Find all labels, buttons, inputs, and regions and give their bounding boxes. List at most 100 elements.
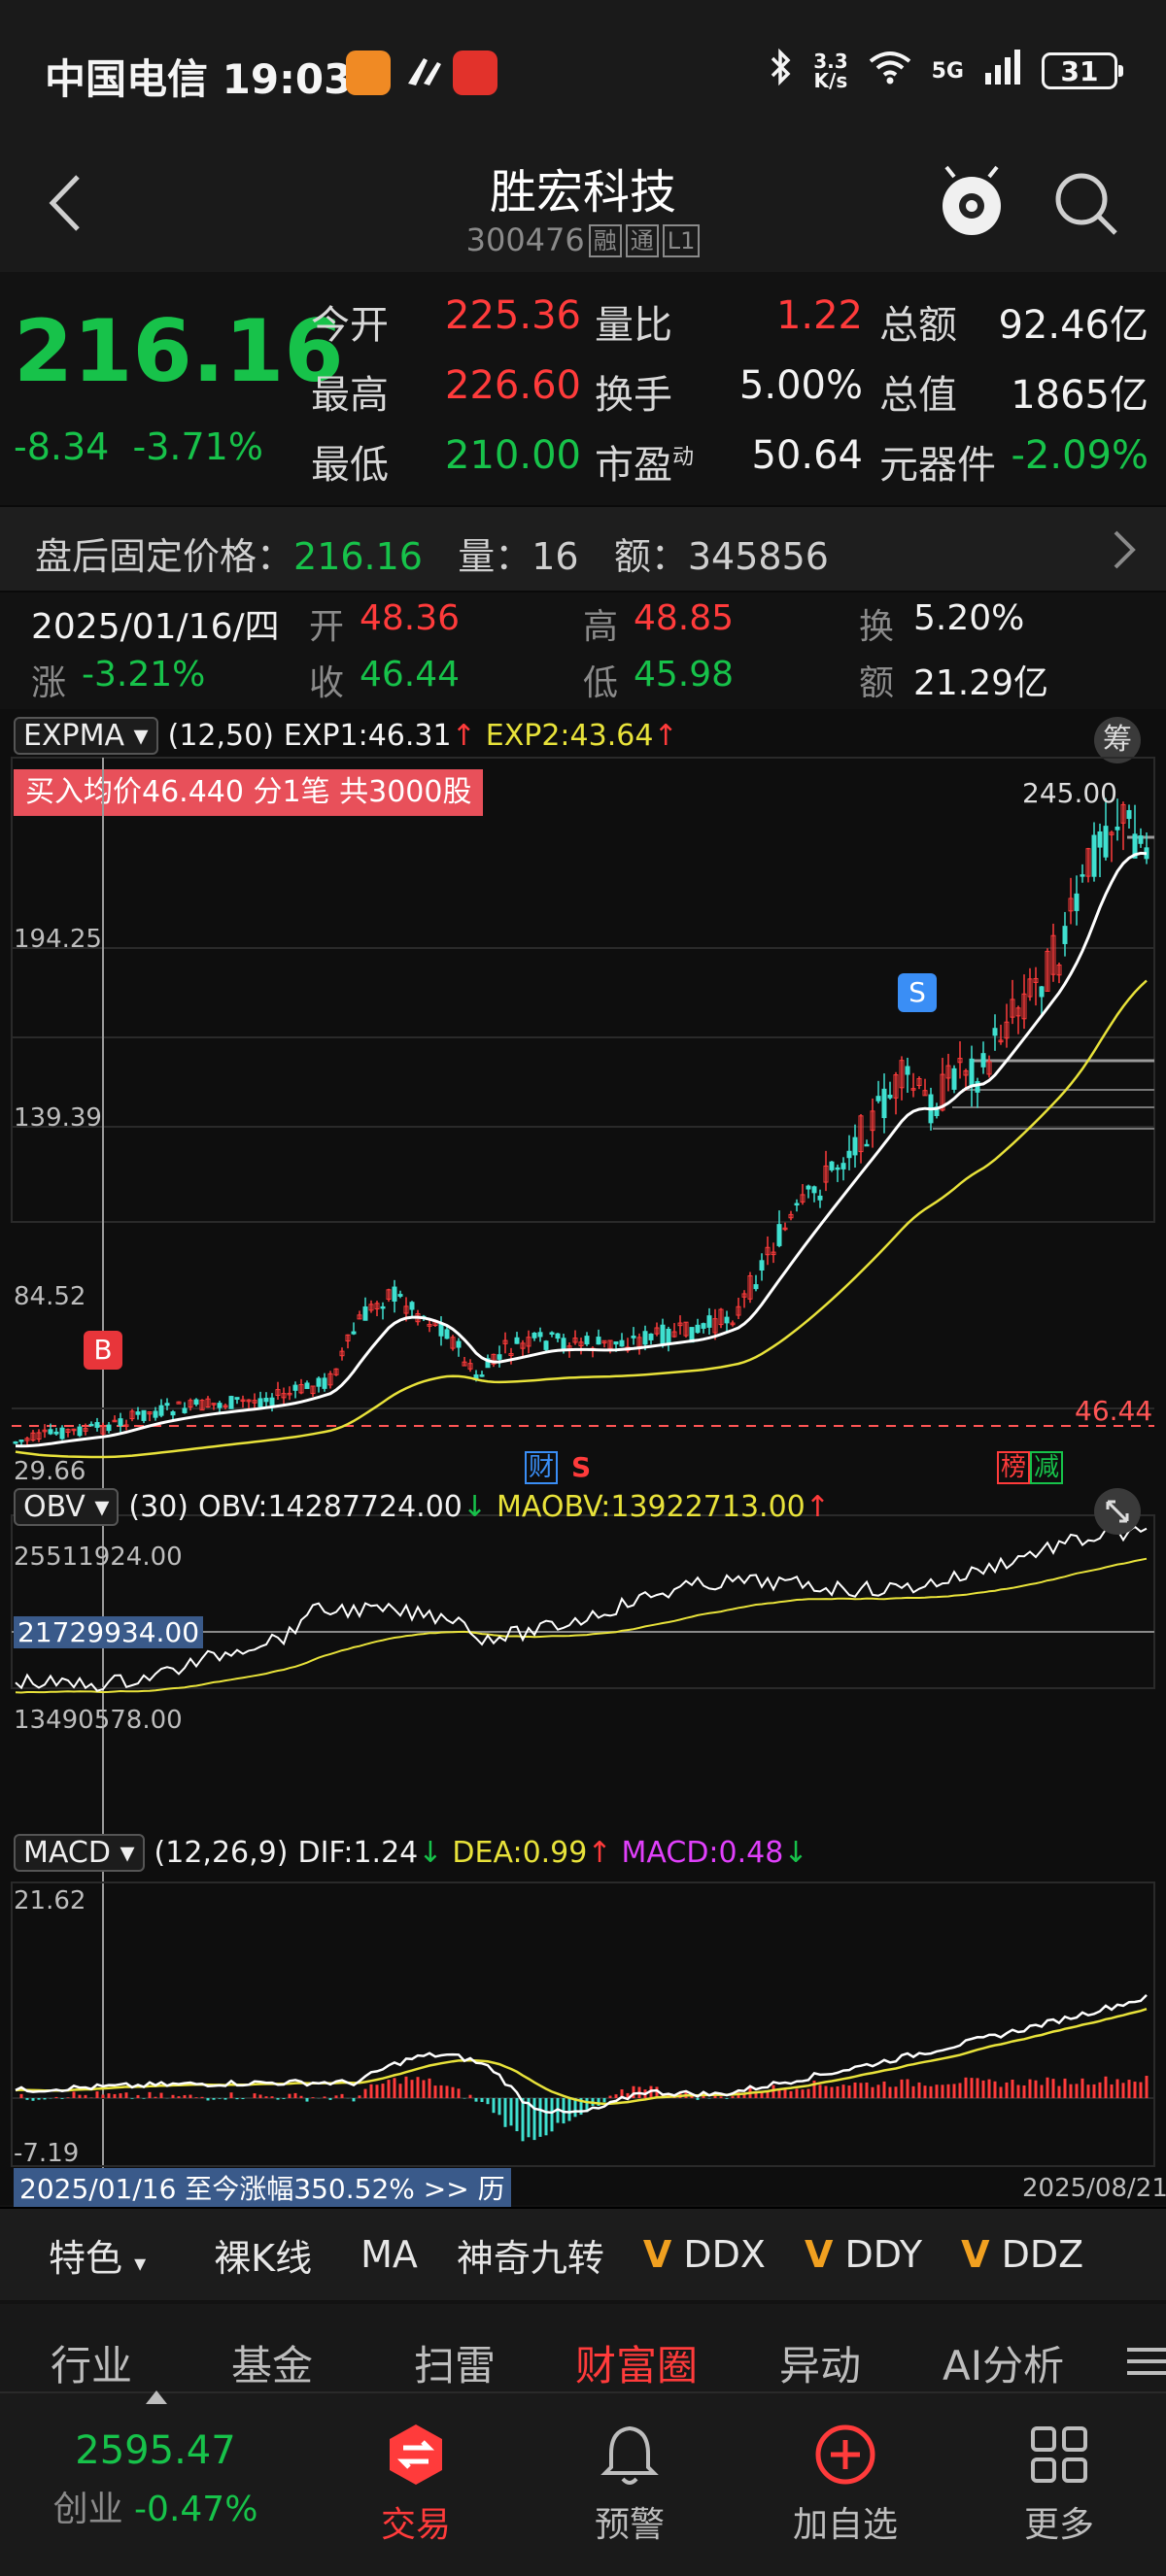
after-hours-bar[interactable]: 盘后固定价格：216.16 量：16 额：345856: [0, 505, 1166, 593]
range-gain-bar[interactable]: 2025/01/16 至今涨幅350.52% >> 历: [14, 2168, 511, 2207]
nav-add-watchlist[interactable]: 加自选: [748, 2393, 943, 2576]
tab-ai-analysis[interactable]: AI分析: [943, 2342, 1065, 2390]
nav-more[interactable]: 更多: [962, 2393, 1156, 2576]
grid-icon: [1025, 2421, 1093, 2489]
toolbar-item-ddz[interactable]: V DDZ: [961, 2233, 1084, 2276]
chart-area[interactable]: EXPMA ▾ (12,50) EXP1:46.31↑ EXP2:43.64↑ …: [0, 709, 1166, 2207]
toolbar-item-magic-nine[interactable]: 神奇九转: [456, 2236, 604, 2280]
candle-body: [112, 1419, 118, 1423]
search-icon[interactable]: [1049, 167, 1123, 241]
candle-body: [677, 1322, 683, 1327]
signal-icon: [983, 50, 1022, 92]
candle-body: [30, 1432, 36, 1441]
candle-body: [438, 1323, 444, 1337]
max-price-label: 245.00: [1022, 777, 1117, 809]
ranking-event[interactable]: 榜: [997, 1451, 1030, 1484]
bell-icon: [596, 2421, 664, 2489]
tab-industry[interactable]: 行业: [51, 2342, 133, 2390]
dif-readout: DIF:1.24↓: [297, 1836, 443, 1870]
candle-body: [1080, 874, 1085, 877]
candle-body: [65, 1429, 71, 1434]
nav-alert[interactable]: 预警: [532, 2393, 727, 2576]
candle-body: [840, 1163, 846, 1169]
candle-body: [228, 1396, 234, 1409]
candle-body: [199, 1400, 205, 1411]
market-cap-label: 总值: [879, 373, 957, 418]
candle-body: [654, 1327, 660, 1335]
maobv-line: [15, 1557, 1148, 1694]
tag-connect: 通: [625, 224, 659, 257]
sell-marker[interactable]: S: [898, 973, 937, 1012]
financial-report-event[interactable]: 财: [525, 1451, 558, 1484]
feature-dropdown[interactable]: 特色 ▾: [49, 2236, 147, 2280]
status-bar: 中国电信 19:03 3.3 K/s 5G 31: [0, 0, 1166, 146]
candle-body: [193, 1399, 199, 1406]
candle-body: [502, 1339, 508, 1344]
candle-body: [526, 1337, 532, 1347]
chip-distribution-button[interactable]: 筹: [1094, 717, 1141, 763]
tab-fund[interactable]: 基金: [231, 2342, 314, 2390]
tab-risk-scan[interactable]: 扫雷: [414, 2342, 497, 2390]
candle-body: [532, 1332, 537, 1339]
candle-body: [596, 1337, 601, 1345]
candle-body: [1103, 826, 1109, 858]
macd-frame: [11, 1881, 1155, 2167]
index-widget[interactable]: 2595.47 创业 -0.47%: [0, 2428, 311, 2531]
day-change-label: 涨: [31, 663, 67, 703]
candle-body: [782, 1227, 788, 1231]
bluetooth-icon: [769, 48, 794, 94]
candle-body: [648, 1333, 654, 1340]
back-button[interactable]: [39, 169, 97, 237]
candle-body: [135, 1411, 141, 1415]
candle-body: [403, 1305, 409, 1314]
candle-body: [806, 1185, 811, 1190]
macd-indicator-select[interactable]: MACD ▾: [14, 1834, 145, 1872]
assistant-robot-icon[interactable]: [935, 163, 1009, 241]
obv-indicator-select[interactable]: OBV ▾: [14, 1488, 120, 1526]
day-change: -3.21%: [82, 655, 206, 695]
sector-label[interactable]: 元器件: [879, 443, 996, 488]
candle-body: [257, 1398, 263, 1407]
candle-body: [269, 1397, 275, 1406]
info-tabs: 行业 基金 扫雷 财富圈 异动 AI分析: [0, 2304, 1166, 2391]
nav-trade[interactable]: 交易: [319, 2393, 513, 2576]
tab-wealth-circle[interactable]: 财富圈: [575, 2342, 699, 2390]
main-indicator-select[interactable]: EXPMA ▾: [14, 717, 158, 755]
candle-body: [141, 1409, 147, 1421]
tab-anomaly[interactable]: 异动: [779, 2342, 862, 2390]
toolbar-item-ddy[interactable]: V DDY: [804, 2233, 923, 2276]
history-link[interactable]: >> 历: [423, 2173, 505, 2205]
candle-body: [910, 1088, 916, 1091]
candle-body: [1091, 834, 1097, 877]
candle-body: [479, 1374, 485, 1377]
candle-body: [1109, 831, 1115, 835]
expand-icon[interactable]: [1094, 1488, 1141, 1535]
toolbar-item-ma[interactable]: MA: [360, 2233, 418, 2276]
toolbar-item-ddx[interactable]: V DDX: [642, 2233, 766, 2276]
day-date: 2025/01/16/四: [31, 607, 280, 647]
reduce-holding-event[interactable]: 减: [1030, 1451, 1063, 1484]
candle-body: [392, 1286, 397, 1302]
candle-body: [963, 1069, 969, 1076]
candle-body: [240, 1399, 246, 1403]
indicator-toolbar: 特色 ▾ 裸K线 MA 神奇九转 V DDX V DDY V DDZ: [0, 2207, 1166, 2300]
end-date-label: 2025/08/21: [1022, 2174, 1166, 2203]
candle-body: [246, 1399, 252, 1403]
candle-body: [444, 1329, 450, 1339]
candle-body: [969, 1058, 975, 1088]
buy-marker[interactable]: B: [84, 1331, 122, 1370]
candle-body: [893, 1074, 899, 1099]
toolbar-item-naked-k[interactable]: 裸K线: [214, 2236, 313, 2280]
menu-icon[interactable]: [1127, 2341, 1166, 2389]
day-amount-label: 额: [859, 663, 895, 703]
candle-body: [642, 1331, 648, 1345]
candle-body: [1097, 830, 1103, 848]
obv-crosshair-value: 21729934.00: [14, 1616, 204, 1648]
candle-body: [1068, 898, 1074, 912]
candle-body: [83, 1428, 88, 1432]
trade-banner[interactable]: 买入均价46.440 分1笔 共3000股: [14, 769, 484, 816]
volume-ratio-label: 量比: [595, 303, 672, 348]
candle-body: [1027, 978, 1033, 998]
sell-event[interactable]: S: [571, 1451, 592, 1483]
candle-body: [94, 1422, 100, 1428]
